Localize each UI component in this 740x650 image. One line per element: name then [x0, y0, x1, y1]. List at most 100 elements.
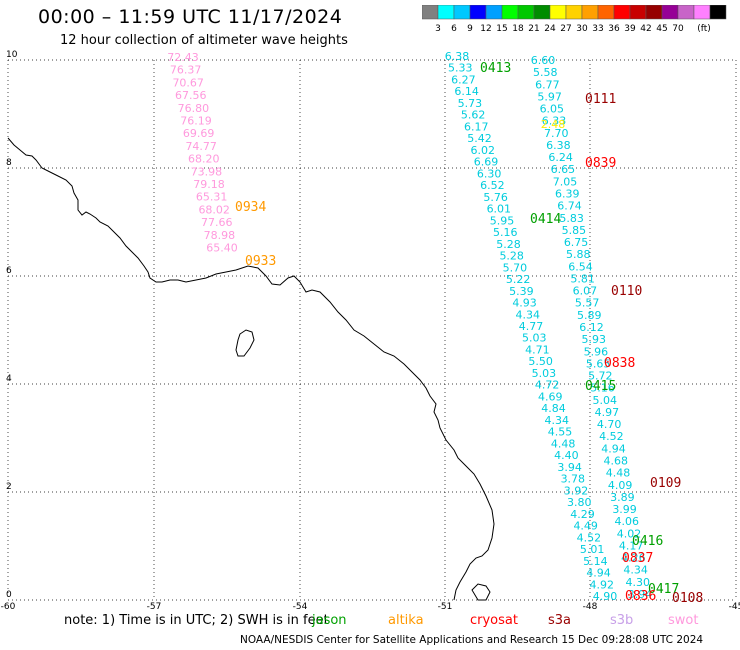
swh-value: 5.42: [467, 132, 492, 145]
swh-value: 5.04: [592, 394, 617, 407]
credit-line: NOAA/NESDIS Center for Satellite Applica…: [240, 634, 704, 646]
color-scale-label: 70: [672, 24, 684, 34]
swh-value: 5.72: [588, 370, 613, 383]
color-scale-label: 45: [656, 24, 667, 34]
color-scale-label: 33: [592, 24, 603, 34]
swh-value: 6.74: [557, 200, 582, 213]
swot-value: 76.80: [178, 102, 210, 115]
legend-s3b: s3b: [610, 613, 634, 628]
color-scale-label: 21: [528, 24, 539, 34]
swh-value: 5.03: [522, 332, 547, 345]
lat-tick-label: 4: [6, 374, 12, 384]
pass-label-0838: 0838: [604, 356, 635, 371]
swh-value: 4.94: [601, 442, 626, 455]
swh-value: 6.14: [454, 85, 479, 98]
swh-value: 5.62: [461, 109, 486, 122]
lon-tick-label: -51: [438, 602, 453, 610]
swh-value: 4.55: [548, 426, 573, 439]
color-scale-label: (ft): [697, 24, 711, 34]
swh-value: 4.69: [538, 390, 563, 403]
swh-value: 5.76: [483, 191, 508, 204]
swh-value: 5.03: [532, 367, 557, 380]
wave-height-map: 10 8 6 4 2 0 -60 -57 -54 -51 -48 -45 72.4376.3770.6…: [1, 50, 740, 610]
swh-value: 4.70: [597, 418, 622, 431]
swh-value: 6.65: [551, 163, 576, 176]
swot-value: 76.19: [180, 115, 212, 128]
swh-value: 4.77: [519, 320, 544, 333]
swh-value: 4.29: [570, 508, 595, 521]
swh-value: 7.05: [553, 175, 578, 188]
lat-tick-label: 6: [6, 266, 12, 276]
swh-value: 5.93: [581, 333, 606, 346]
pass-label-0110: 0110: [611, 284, 642, 299]
swh-value: 5.22: [506, 273, 531, 286]
swh-value: 5.28: [496, 238, 521, 251]
pass-label-0413: 0413: [480, 61, 511, 76]
swh-value: 4.48: [606, 467, 631, 480]
pass-label-0837: 0837: [622, 551, 653, 566]
legend-altika: altika: [388, 613, 424, 628]
swh-value: 5.97: [537, 90, 562, 103]
swh-value: 6.75: [564, 236, 589, 249]
swh-value: 4.06: [615, 515, 640, 528]
swh-value: 5.50: [528, 355, 553, 368]
swh-value: 6.01: [487, 203, 512, 216]
swot-value: 65.40: [206, 242, 238, 255]
legend-cryosat: cryosat: [470, 613, 518, 628]
swot-value: 65.31: [196, 191, 228, 204]
swh-value: 5.89: [577, 309, 602, 322]
lon-tick-label: -45: [729, 602, 740, 610]
pass-label-0934: 0934: [235, 200, 266, 215]
swh-value: 5.85: [562, 224, 587, 237]
swh-value: 5.57: [575, 297, 600, 310]
color-scale-label: 3: [435, 24, 441, 34]
legend-jason: jason: [312, 613, 347, 628]
swh-value: 5.96: [584, 345, 609, 358]
swh-value: 5.73: [458, 97, 483, 110]
swh-value: 3.89: [610, 491, 635, 504]
lat-tick-label: 0: [6, 590, 12, 600]
swh-value: 5.58: [533, 66, 558, 79]
lon-tick-label: -60: [1, 602, 16, 610]
swot-value: 73.98: [191, 165, 223, 178]
legend-swot: swot: [668, 613, 699, 628]
swh-value: 3.92: [564, 484, 589, 497]
color-scale-label: 24: [544, 24, 556, 34]
pass-label-0417: 0417: [648, 582, 679, 597]
swh-value: 3.99: [612, 503, 637, 516]
swh-value: 4.17: [619, 539, 644, 552]
color-scale-label: 15: [496, 24, 507, 34]
swot-track: 72.4376.3770.6767.5676.8076.1969.6974.77…: [167, 51, 238, 255]
color-scale-label: 18: [512, 24, 524, 34]
swh-value: 4.72: [535, 379, 560, 392]
swh-value: 7.70: [544, 127, 569, 140]
footnote: note: 1) Time is in UTC; 2) SWH is in fe…: [64, 613, 329, 628]
swh-value: 4.09: [608, 479, 633, 492]
swh-value: 6.07: [573, 285, 598, 298]
swh-value: 4.02: [617, 527, 642, 540]
swot-value: 70.67: [172, 76, 204, 89]
pass-labels: 0413 0111 0839 0934 0414 0933 0110 0838 0415 0109…: [235, 61, 703, 606]
swot-value: 74.77: [185, 140, 217, 153]
swh-value: 4.34: [623, 564, 648, 577]
lon-tick-label: -54: [293, 602, 308, 610]
color-scale-label: 6: [451, 24, 457, 34]
swh-value: 6.05: [540, 103, 565, 116]
lat-tick-label: 2: [6, 482, 12, 492]
lon-tick-label: -57: [147, 602, 162, 610]
color-scale-label: 30: [576, 24, 588, 34]
pass-label-0933: 0933: [245, 254, 276, 269]
swh-value: 6.17: [464, 120, 489, 133]
swh-value: 4.52: [577, 531, 602, 544]
swh-value: 4.92: [590, 578, 615, 591]
pass-label-0416: 0416: [632, 534, 663, 549]
swh-value: 4.49: [573, 520, 598, 533]
swot-value: 78.98: [204, 229, 236, 242]
swh-value: 4.97: [595, 406, 620, 419]
pass-label-0415: 0415: [585, 379, 616, 394]
swh-value: 5.33: [448, 62, 473, 75]
swh-track-b: 6.605.586.775.976.056.337.706.386.246.65…: [531, 54, 653, 601]
color-scale-label: 42: [640, 24, 651, 34]
swh-value: 5.16: [590, 382, 615, 395]
swh-value: 6.02: [470, 144, 495, 157]
